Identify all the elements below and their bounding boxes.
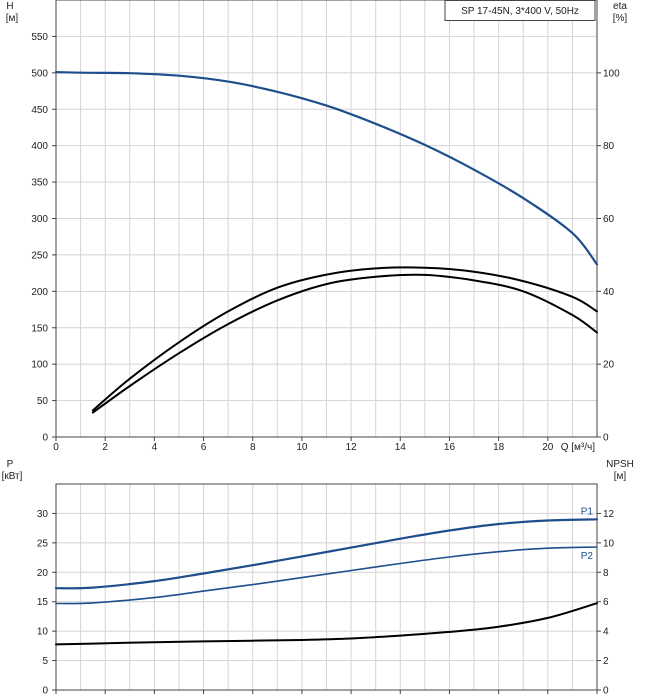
y-right-tick-label: 6: [603, 597, 609, 608]
series-curve-2: [55, 602, 598, 646]
y-left-tick-label: 15: [37, 597, 49, 608]
legend-text: SP 17-45N, 3*400 V, 50Hz: [461, 6, 579, 17]
series-curve-2: [91, 266, 598, 412]
y-right-tick-label: 0: [603, 433, 609, 444]
x-tick-label: 0: [53, 442, 59, 453]
plot-frame: [55, 483, 598, 691]
y-left-tick-label: 30: [37, 509, 49, 520]
y-left-axis-label: P: [7, 459, 14, 470]
y-left-tick-label: 550: [31, 32, 48, 43]
series-curve-0: [54, 71, 599, 266]
x-tick-label: 10: [296, 442, 308, 453]
x-tick-label: 4: [152, 442, 158, 453]
series-label-p2: P2: [581, 551, 594, 562]
x-tick-label: 2: [102, 442, 108, 453]
y-left-tick-label: 0: [42, 433, 48, 444]
y-left-tick-label: 400: [31, 141, 48, 152]
series-label-p1: P1: [581, 506, 594, 517]
y-right-tick-label: 100: [603, 68, 620, 79]
x-tick-label: 6: [201, 442, 207, 453]
x-tick-label: 16: [444, 442, 456, 453]
legend-box: [444, 0, 596, 21]
y-right-tick-label: 60: [603, 214, 615, 225]
y-right-tick-label: 4: [603, 627, 609, 638]
head-efficiency-panel: 0501001502002503003504004505005500204060…: [6, 0, 628, 453]
series-curve-1: [91, 273, 598, 414]
x-tick-label: 14: [395, 442, 407, 453]
y-left-tick-label: 100: [31, 360, 48, 371]
power-npsh-panel: 0 5 10 15 20 25 30 0 2 4 6 8 10 12 P[кВт] NPSH[м] P1 P2: [2, 459, 634, 697]
p1-curve: [54, 518, 599, 590]
y-left-tick-label: 50: [37, 396, 49, 407]
x-tick-label: 18: [493, 442, 505, 453]
y-right-tick-label: 80: [603, 141, 615, 152]
y-left-tick-label: 200: [31, 287, 48, 298]
y-left-tick-label: 300: [31, 214, 48, 225]
y-right-tick-label: 10: [603, 538, 615, 549]
y-left-tick-label: 25: [37, 538, 49, 549]
y-right-tick-label: 40: [603, 287, 615, 298]
y-left-tick-label: 10: [37, 627, 49, 638]
x-tick-label: 20: [542, 442, 554, 453]
y-right-axis-unit: [%]: [613, 13, 628, 24]
y-left-tick-label: 150: [31, 323, 48, 334]
y-left-tick-label: 450: [31, 105, 48, 116]
y-right-axis-label: eta: [613, 1, 627, 12]
y-left-axis-label: H: [6, 1, 13, 12]
x-tick-label: 8: [250, 442, 256, 453]
y-left-tick-label: 250: [31, 250, 48, 261]
x-axis-label: Q [м³/ч]: [561, 442, 596, 453]
p2-curve: [55, 546, 598, 605]
y-right-axis-unit: [м]: [614, 471, 627, 482]
y-left-tick-label: 0: [42, 686, 48, 697]
y-left-axis-unit: [м]: [6, 13, 19, 24]
y-right-tick-label: 8: [603, 568, 609, 579]
y-left-tick-label: 5: [42, 656, 48, 667]
y-right-axis-label: NPSH: [606, 459, 634, 470]
y-left-tick-label: 500: [31, 68, 48, 79]
y-left-tick-label: 350: [31, 178, 48, 189]
y-right-tick-label: 2: [603, 656, 609, 667]
y-right-tick-label: 0: [603, 686, 609, 697]
y-left-tick-label: 20: [37, 568, 49, 579]
x-tick-label: 12: [346, 442, 358, 453]
y-right-tick-label: 12: [603, 509, 615, 520]
y-left-axis-unit: [кВт]: [2, 471, 23, 482]
y-right-tick-label: 20: [603, 360, 615, 371]
